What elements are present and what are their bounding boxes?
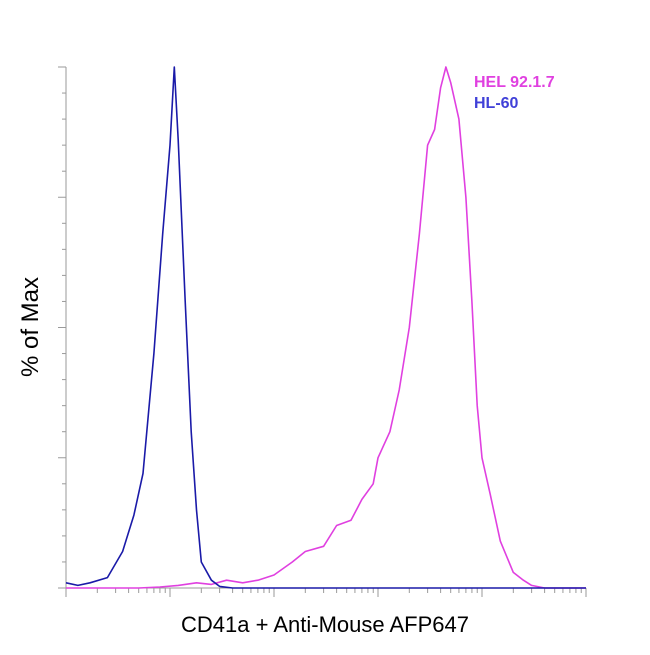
legend-entry-hel-92-1-7: HEL 92.1.7 xyxy=(474,74,555,91)
y-axis-label: % of Max xyxy=(17,277,44,377)
series-lines xyxy=(65,66,586,589)
axes xyxy=(58,66,587,597)
legend: HEL 92.1.7 HL-60 xyxy=(474,74,555,112)
series-line-hl-60 xyxy=(65,66,586,589)
series-line-hel-92-1-7 xyxy=(66,66,586,589)
x-axis-label: CD41a + Anti-Mouse AFP647 xyxy=(181,612,469,637)
legend-entry-hl-60: HL-60 xyxy=(474,95,519,112)
